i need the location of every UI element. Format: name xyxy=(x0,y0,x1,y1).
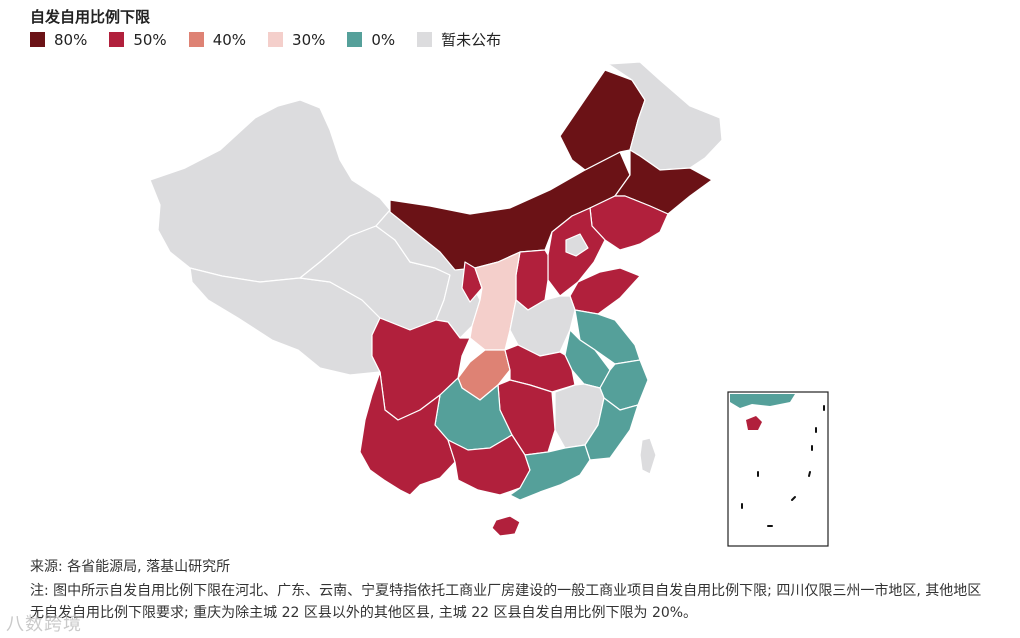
legend-swatch-0 xyxy=(347,32,363,47)
legend-label-30: 30% xyxy=(292,30,326,49)
region-fujian xyxy=(584,397,639,461)
region-jilin xyxy=(614,149,713,215)
region-henan xyxy=(509,295,576,357)
watermark: 八数跨境 xyxy=(6,614,82,635)
legend-item-80: 80% xyxy=(30,31,87,49)
legend-item-40: 40% xyxy=(188,30,247,49)
legend-label-80: 80% xyxy=(54,30,88,49)
legend-swatch-40 xyxy=(188,32,204,47)
south-china-sea-inset xyxy=(727,391,829,547)
legend-label-50: 50% xyxy=(133,30,167,49)
region-yunnan xyxy=(359,371,456,496)
legend-swatch-30 xyxy=(268,32,284,47)
legend-item-30: 30% xyxy=(268,31,325,49)
legend-label-0: 0% xyxy=(371,30,396,49)
region-guangdong xyxy=(509,444,591,501)
legend-swatch-80 xyxy=(30,32,45,47)
legend-title: 自发自用比例下限 xyxy=(30,8,151,26)
region-beijing-tianjin xyxy=(565,233,589,257)
region-taiwan xyxy=(639,437,657,475)
legend-label-unpublished: 暂未公布 xyxy=(441,31,502,49)
legend-item-0: 0% xyxy=(347,31,395,49)
legend: 80% 50% 40% 30% 0% 暂未公布 xyxy=(30,29,523,50)
legend-item-unpublished: 暂未公布 xyxy=(417,29,501,50)
legend-item-50: 50% xyxy=(109,30,167,49)
region-hainan xyxy=(491,515,521,537)
region-ningxia xyxy=(461,261,483,303)
note-text: 注: 图中所示自发自用比例下限在河北、广东、云南、宁夏特指依托工商业厂房建设的一… xyxy=(30,583,982,621)
legend-label-40: 40% xyxy=(212,30,247,49)
legend-swatch-50 xyxy=(109,32,125,47)
source-text: 来源: 各省能源局, 落基山研究所 xyxy=(30,559,231,575)
legend-swatch-unpublished xyxy=(417,32,433,47)
region-hubei xyxy=(504,344,576,393)
